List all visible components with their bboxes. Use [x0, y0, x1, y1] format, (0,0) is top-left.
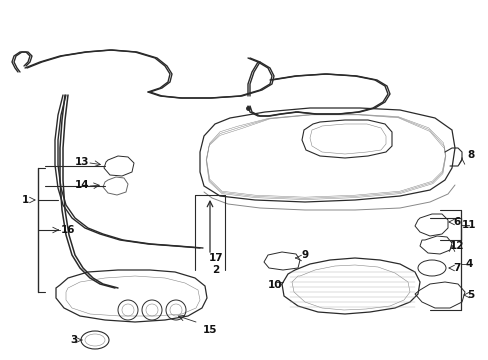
Text: 10: 10	[267, 280, 282, 290]
Text: 13: 13	[75, 157, 89, 167]
Text: 14: 14	[75, 180, 89, 190]
Text: 2: 2	[212, 265, 219, 275]
Text: 7: 7	[452, 263, 460, 273]
Text: 3: 3	[70, 335, 78, 345]
Text: 1: 1	[21, 195, 29, 205]
Text: 11: 11	[461, 220, 475, 230]
Text: 16: 16	[61, 225, 75, 235]
Text: 12: 12	[449, 241, 463, 251]
Text: 4: 4	[465, 259, 472, 269]
Text: 15: 15	[203, 325, 217, 335]
Text: 17: 17	[208, 253, 223, 263]
Text: 5: 5	[467, 290, 474, 300]
Text: 6: 6	[452, 217, 460, 227]
Text: 8: 8	[467, 150, 474, 160]
Text: 9: 9	[301, 250, 308, 260]
